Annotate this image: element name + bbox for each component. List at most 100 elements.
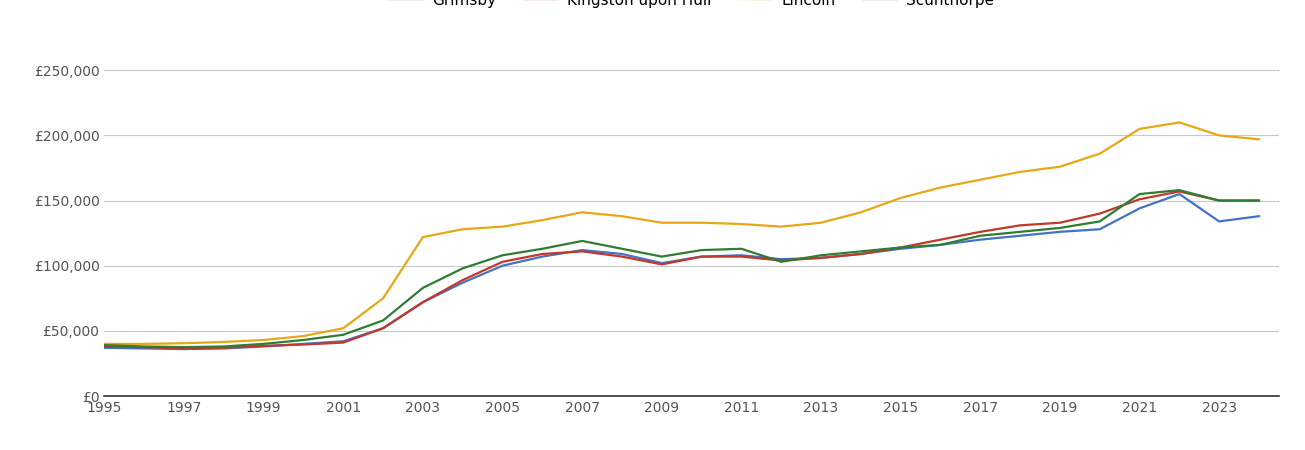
Scunthorpe [972, 233, 988, 238]
Kingston upon Hull [1013, 223, 1028, 228]
Lincoln [335, 325, 351, 331]
Lincoln [376, 296, 392, 301]
Kingston upon Hull [296, 342, 312, 347]
Grimsby [1092, 226, 1108, 232]
Scunthorpe [615, 246, 630, 252]
Lincoln [813, 220, 829, 225]
Kingston upon Hull [1092, 211, 1108, 216]
Line: Lincoln: Lincoln [104, 122, 1259, 344]
Scunthorpe [893, 245, 908, 250]
Lincoln [1251, 137, 1267, 142]
Kingston upon Hull [893, 245, 908, 250]
Scunthorpe [535, 246, 551, 252]
Line: Kingston upon Hull: Kingston upon Hull [104, 191, 1259, 348]
Kingston upon Hull [455, 277, 471, 283]
Scunthorpe [1131, 191, 1147, 197]
Kingston upon Hull [694, 254, 710, 259]
Scunthorpe [256, 341, 271, 346]
Kingston upon Hull [1172, 189, 1188, 194]
Scunthorpe [574, 238, 590, 243]
Kingston upon Hull [774, 258, 790, 263]
Scunthorpe [1211, 198, 1227, 203]
Grimsby [694, 254, 710, 259]
Kingston upon Hull [176, 346, 192, 351]
Kingston upon Hull [733, 254, 749, 259]
Line: Grimsby: Grimsby [104, 194, 1259, 349]
Kingston upon Hull [1251, 198, 1267, 203]
Scunthorpe [774, 259, 790, 265]
Lincoln [1172, 120, 1188, 125]
Scunthorpe [495, 252, 510, 258]
Grimsby [853, 251, 869, 256]
Lincoln [415, 234, 431, 240]
Scunthorpe [415, 285, 431, 291]
Grimsby [1172, 191, 1188, 197]
Lincoln [455, 226, 471, 232]
Lincoln [97, 341, 112, 346]
Lincoln [733, 221, 749, 227]
Lincoln [495, 224, 510, 230]
Grimsby [376, 325, 392, 331]
Scunthorpe [176, 344, 192, 350]
Kingston upon Hull [256, 343, 271, 349]
Lincoln [1211, 133, 1227, 138]
Scunthorpe [813, 252, 829, 258]
Grimsby [1013, 233, 1028, 238]
Grimsby [1251, 213, 1267, 219]
Grimsby [574, 248, 590, 253]
Lincoln [933, 185, 949, 190]
Scunthorpe [1251, 198, 1267, 203]
Scunthorpe [733, 246, 749, 252]
Grimsby [335, 338, 351, 344]
Kingston upon Hull [1052, 220, 1067, 225]
Scunthorpe [654, 254, 669, 259]
Kingston upon Hull [137, 344, 153, 350]
Lincoln [256, 338, 271, 343]
Lincoln [176, 341, 192, 346]
Grimsby [933, 242, 949, 248]
Kingston upon Hull [495, 259, 510, 265]
Kingston upon Hull [853, 251, 869, 256]
Lincoln [296, 333, 312, 339]
Grimsby [455, 280, 471, 285]
Lincoln [217, 339, 232, 345]
Grimsby [1211, 219, 1227, 224]
Grimsby [256, 344, 271, 349]
Grimsby [535, 254, 551, 259]
Scunthorpe [137, 344, 153, 349]
Grimsby [1052, 229, 1067, 234]
Kingston upon Hull [335, 340, 351, 345]
Lincoln [1013, 169, 1028, 175]
Lincoln [535, 217, 551, 223]
Grimsby [97, 345, 112, 351]
Scunthorpe [296, 338, 312, 343]
Scunthorpe [933, 242, 949, 248]
Lincoln [972, 177, 988, 182]
Kingston upon Hull [574, 249, 590, 254]
Scunthorpe [694, 248, 710, 253]
Grimsby [296, 341, 312, 346]
Kingston upon Hull [1131, 197, 1147, 202]
Grimsby [774, 256, 790, 262]
Grimsby [615, 251, 630, 256]
Scunthorpe [1092, 219, 1108, 224]
Kingston upon Hull [217, 345, 232, 351]
Grimsby [813, 255, 829, 261]
Scunthorpe [217, 344, 232, 349]
Kingston upon Hull [97, 344, 112, 349]
Kingston upon Hull [415, 300, 431, 305]
Grimsby [176, 346, 192, 352]
Kingston upon Hull [535, 251, 551, 256]
Grimsby [495, 263, 510, 268]
Grimsby [137, 346, 153, 351]
Kingston upon Hull [813, 255, 829, 261]
Scunthorpe [376, 318, 392, 323]
Legend: Grimsby, Kingston upon Hull, Lincoln, Scunthorpe: Grimsby, Kingston upon Hull, Lincoln, Sc… [384, 0, 1000, 14]
Lincoln [615, 213, 630, 219]
Lincoln [893, 195, 908, 201]
Scunthorpe [853, 249, 869, 254]
Kingston upon Hull [1211, 198, 1227, 203]
Grimsby [893, 246, 908, 252]
Lincoln [654, 220, 669, 225]
Kingston upon Hull [972, 229, 988, 234]
